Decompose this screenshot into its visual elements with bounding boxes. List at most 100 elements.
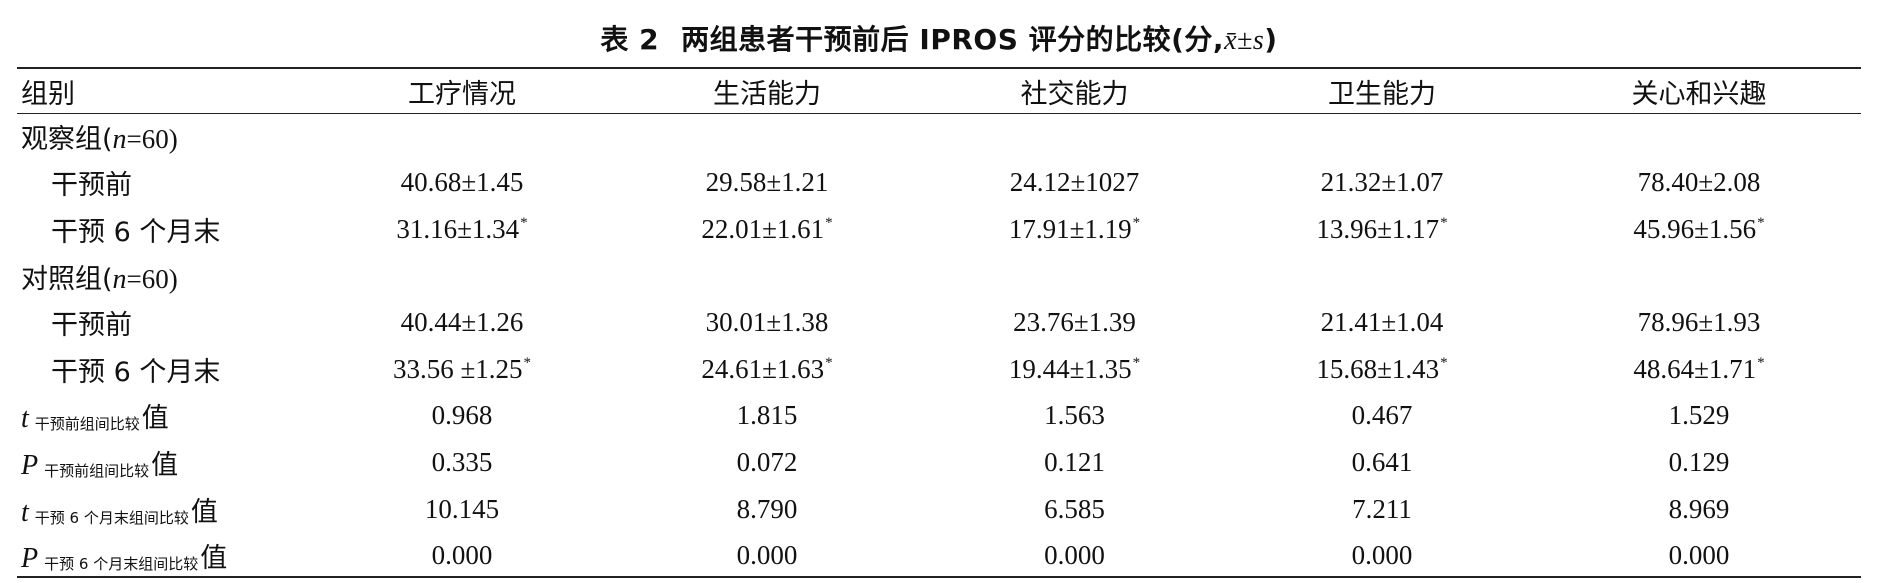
stat-subscript: 干预前组间比较 xyxy=(44,461,150,480)
significance-marker: * xyxy=(1132,214,1141,231)
table-number: 表 2 xyxy=(600,23,660,56)
significance-marker: * xyxy=(1757,354,1765,371)
stat-tail: 值 xyxy=(141,403,169,435)
stat-subscript: 干预 6 个月末组间比较 xyxy=(44,555,199,574)
column-header-hygiene-ability: 卫生能力 xyxy=(1328,78,1436,110)
table-row: 干预前 40.44±1.26 30.01±1.38 23.76±1.39 21.… xyxy=(17,299,1861,346)
cell-value-starred: 19.44±1.35* xyxy=(922,346,1227,393)
stat-label: P 干预前组间比较值 xyxy=(17,439,312,486)
cell-value: 24.12±1027 xyxy=(1009,167,1140,198)
cell-value: 33.56 ±1.25 xyxy=(392,353,523,384)
stat-tail: 值 xyxy=(200,543,228,575)
column-header-living-ability: 生活能力 xyxy=(713,78,821,110)
cell-value: 8.969 xyxy=(1668,493,1730,524)
cell-value: 40.44±1.26 xyxy=(400,307,524,338)
cell-value: 10.145 xyxy=(424,493,500,524)
significance-marker: * xyxy=(520,214,528,231)
stat-notation: x̄±s xyxy=(1224,25,1265,56)
cell-value: 23.76±1.39 xyxy=(1013,307,1136,338)
stat-subscript: 干预 6 个月末组间比较 xyxy=(34,508,189,527)
group-label-prefix: 观察组( xyxy=(21,123,113,155)
stat-symbol: t xyxy=(21,496,29,528)
cell-value: 31.16±1.34 xyxy=(396,213,520,244)
table-row: 干预 6 个月末 31.16±1.34* 22.01±1.61* 17.91±1… xyxy=(17,206,1861,253)
cell-value-starred: 24.61±1.63* xyxy=(612,346,922,393)
column-header-group: 组别 xyxy=(21,78,75,110)
cell-value-starred: 31.16±1.34* xyxy=(312,206,612,253)
row-label: 干预 6 个月末 xyxy=(51,356,221,388)
cell-value: 0.335 xyxy=(431,446,493,477)
cell-value: 0.641 xyxy=(1351,446,1413,477)
cell-value-starred: 17.91±1.19* xyxy=(922,206,1227,253)
cell-value: 0.121 xyxy=(1044,446,1105,477)
cell-value: 24.61±1.63 xyxy=(701,353,825,384)
cell-value-starred: 22.01±1.61* xyxy=(612,206,922,253)
cell-value-starred: 13.96±1.17* xyxy=(1227,206,1537,253)
cell-value-starred: 33.56 ±1.25* xyxy=(312,346,612,393)
cell-value: 45.96±1.56 xyxy=(1633,213,1757,244)
group-label-observation: 观察组(n=60) xyxy=(17,113,312,160)
group-label-control: 对照组(n=60) xyxy=(17,253,312,300)
cell-value: 40.68±1.45 xyxy=(400,167,524,198)
cell-value-starred: 48.64±1.71* xyxy=(1537,346,1861,393)
bottom-rule xyxy=(17,576,1861,578)
cell-value: 78.96±1.93 xyxy=(1637,307,1761,338)
cell-value: 0.000 xyxy=(1351,540,1413,571)
column-header-social-ability: 社交能力 xyxy=(1020,78,1129,110)
cell-value: 17.91±1.19 xyxy=(1008,213,1132,244)
significance-marker: * xyxy=(1757,214,1765,231)
cell-value-starred: 15.68±1.43* xyxy=(1227,346,1537,393)
stat-row: P 干预前组间比较值 0.335 0.072 0.121 0.641 0.129 xyxy=(17,439,1861,486)
cell-value: 1.529 xyxy=(1668,400,1730,431)
group-label-suffix: =60) xyxy=(126,123,178,154)
group-row-control: 对照组(n=60) xyxy=(17,253,1861,300)
cell-value: 1.563 xyxy=(1044,400,1105,431)
table-title: 两组患者干预前后 IPROS 评分的比较(分, xyxy=(681,23,1225,56)
header-row: 组别 工疗情况 生活能力 社交能力 卫生能力 关心和兴趣 xyxy=(17,69,1861,113)
ipros-comparison-table: 组别 工疗情况 生活能力 社交能力 卫生能力 关心和兴趣 观察组(n=60) 干… xyxy=(17,69,1861,579)
caption-close: ) xyxy=(1264,23,1278,56)
group-label-suffix: =60) xyxy=(126,263,178,294)
table-caption: 表 2 两组患者干预前后 IPROS 评分的比较(分,x̄±s) xyxy=(0,18,1878,58)
cell-value: 29.58±1.21 xyxy=(705,167,829,198)
cell-value: 6.585 xyxy=(1044,493,1105,524)
stat-tail: 值 xyxy=(151,449,179,481)
stat-row: t 干预 6 个月末组间比较值 10.145 8.790 6.585 7.211 … xyxy=(17,486,1861,533)
row-label: 干预前 xyxy=(51,310,132,342)
significance-marker: * xyxy=(825,214,833,231)
top-rule xyxy=(17,67,1861,69)
cell-value: 8.790 xyxy=(736,493,798,524)
cell-value-starred: 45.96±1.56* xyxy=(1537,206,1861,253)
column-header-work-therapy: 工疗情况 xyxy=(408,78,516,110)
stat-symbol: P xyxy=(21,449,39,481)
header-rule xyxy=(17,113,1861,114)
stat-row: t 干预前组间比较值 0.968 1.815 1.563 0.467 1.529 xyxy=(17,393,1861,440)
cell-value: 13.96±1.17 xyxy=(1316,213,1440,244)
significance-marker: * xyxy=(825,354,833,371)
cell-value: 0.129 xyxy=(1668,446,1730,477)
cell-value: 21.32±1.07 xyxy=(1320,167,1444,198)
cell-value: 15.68±1.43 xyxy=(1316,353,1440,384)
cell-value: 30.01±1.38 xyxy=(705,307,829,338)
group-row-observation: 观察组(n=60) xyxy=(17,113,1861,160)
cell-value: 7.211 xyxy=(1352,493,1412,524)
stat-subscript: 干预前组间比较 xyxy=(34,415,140,434)
group-label-prefix: 对照组( xyxy=(21,263,113,295)
cell-value: 0.000 xyxy=(736,540,798,571)
significance-marker: * xyxy=(1440,214,1448,231)
stat-label: t 干预 6 个月末组间比较值 xyxy=(17,486,312,533)
significance-marker: * xyxy=(1132,354,1141,371)
stat-symbol: P xyxy=(21,543,39,575)
cell-value: 0.000 xyxy=(431,540,493,571)
cell-value: 19.44±1.35 xyxy=(1008,353,1132,384)
cell-value: 0.000 xyxy=(1044,540,1105,571)
stat-row: P 干预 6 个月末组间比较值 0.000 0.000 0.000 0.000 0… xyxy=(17,532,1861,579)
stat-label: t 干预前组间比较值 xyxy=(17,393,312,440)
cell-value: 1.815 xyxy=(736,400,798,431)
n-symbol: n xyxy=(112,123,127,155)
significance-marker: * xyxy=(1440,354,1448,371)
row-label: 干预 6 个月末 xyxy=(51,216,221,248)
significance-marker: * xyxy=(523,354,532,371)
cell-value: 78.40±2.08 xyxy=(1637,167,1761,198)
